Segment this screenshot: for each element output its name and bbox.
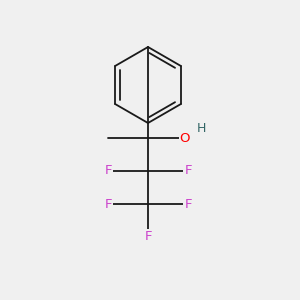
- Text: F: F: [104, 164, 112, 178]
- Text: H: H: [196, 122, 206, 136]
- Text: F: F: [144, 230, 152, 244]
- Text: F: F: [184, 197, 192, 211]
- Text: F: F: [104, 197, 112, 211]
- Text: F: F: [184, 164, 192, 178]
- Text: O: O: [180, 131, 190, 145]
